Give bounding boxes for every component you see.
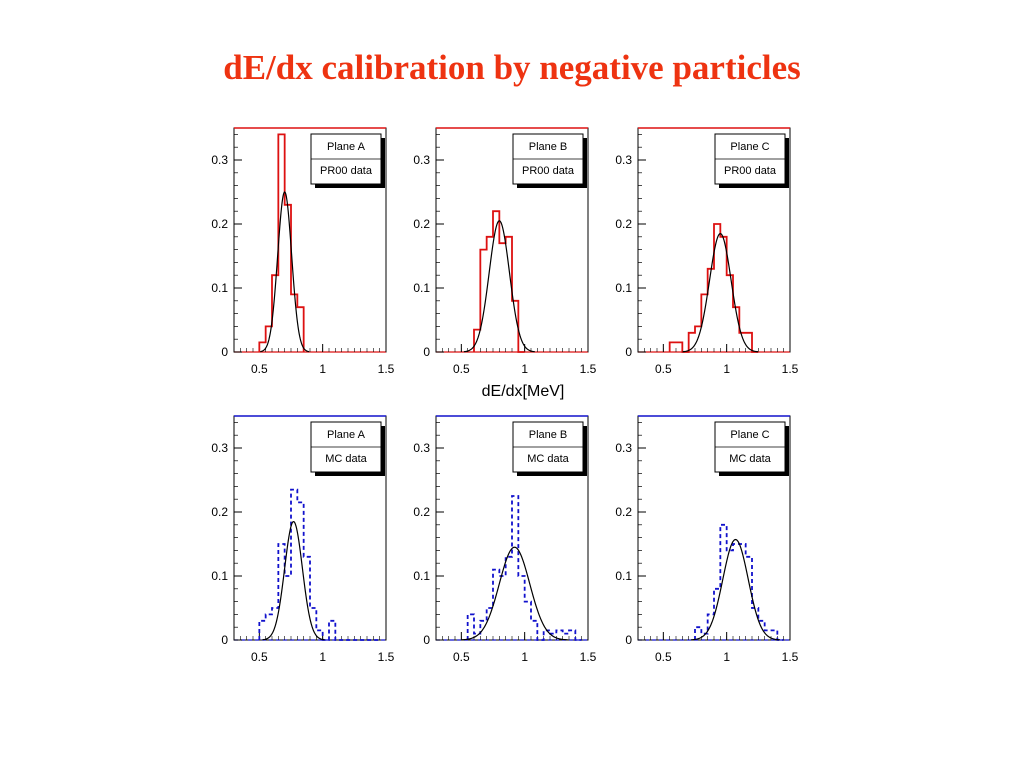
legend-dataset-label: PR00 data <box>522 165 575 177</box>
histogram-panel-2: 0 0.1 0.2 0.3 0.5 1 1.5 Plane B PR00 data <box>413 127 597 376</box>
y-tick-label: 0.1 <box>413 569 430 583</box>
y-tick-label: 0.2 <box>615 217 632 231</box>
gaussian-fit-curve <box>260 191 310 353</box>
x-tick-label: 1.5 <box>580 362 597 376</box>
y-tick-label: 0.1 <box>413 281 430 295</box>
y-tick-label: 0.2 <box>211 505 228 519</box>
histogram-series <box>258 488 380 641</box>
histogram-panel-3: 0 0.1 0.2 0.3 0.5 1 1.5 Plane C PR00 data <box>615 127 799 376</box>
x-tick-label: 0.5 <box>453 650 470 664</box>
y-tick-label: 0.3 <box>211 153 228 167</box>
y-tick-label: 0.1 <box>615 569 632 583</box>
x-tick-label: 0.5 <box>251 362 268 376</box>
legend-plane-label: Plane A <box>327 429 366 441</box>
x-tick-label: 1.5 <box>782 362 799 376</box>
legend-dataset-label: MC data <box>527 453 569 465</box>
y-tick-label: 0.3 <box>615 441 632 455</box>
y-tick-label: 0 <box>625 345 632 359</box>
y-tick-label: 0.3 <box>413 153 430 167</box>
x-tick-label: 0.5 <box>655 362 672 376</box>
histogram-series <box>694 523 784 641</box>
y-tick-label: 0.1 <box>615 281 632 295</box>
x-tick-label: 1.5 <box>378 362 395 376</box>
x-tick-label: 1 <box>521 362 528 376</box>
y-tick-label: 0.3 <box>413 441 430 455</box>
x-tick-label: 1.5 <box>580 650 597 664</box>
legend-plane-label: Plane B <box>529 141 568 153</box>
x-tick-label: 1 <box>319 362 326 376</box>
y-tick-label: 0 <box>423 633 430 647</box>
y-tick-label: 0.1 <box>211 281 228 295</box>
histogram-panel-4: 0 0.1 0.2 0.3 0.5 1 1.5 Plane A MC data <box>211 415 395 664</box>
gaussian-fit-curve <box>461 546 568 641</box>
y-tick-label: 0 <box>625 633 632 647</box>
y-tick-label: 0.3 <box>615 153 632 167</box>
x-tick-label: 0.5 <box>655 650 672 664</box>
gaussian-fit-curve <box>262 520 325 641</box>
histogram-series <box>466 495 582 641</box>
legend-dataset-label: PR00 data <box>320 165 373 177</box>
x-tick-label: 0.5 <box>453 362 470 376</box>
gaussian-fit-curve <box>682 232 759 353</box>
shared-x-axis-label: dE/dx[MeV] <box>481 383 565 400</box>
y-tick-label: 0 <box>221 633 228 647</box>
histogram-panel-6: 0 0.1 0.2 0.3 0.5 1 1.5 Plane C MC data <box>615 415 799 664</box>
y-tick-label: 0.3 <box>211 441 228 455</box>
histogram-panel-5: 0 0.1 0.2 0.3 0.5 1 1.5 Plane B MC data <box>413 415 597 664</box>
y-tick-label: 0.2 <box>615 505 632 519</box>
legend-plane-label: Plane B <box>529 429 568 441</box>
gaussian-fit-curve <box>691 538 780 641</box>
legend-plane-label: Plane C <box>730 429 769 441</box>
legend-dataset-label: MC data <box>325 453 367 465</box>
legend-plane-label: Plane C <box>730 141 769 153</box>
y-tick-label: 0.2 <box>211 217 228 231</box>
x-tick-label: 1 <box>319 650 326 664</box>
histogram-series <box>473 210 525 353</box>
x-tick-label: 1 <box>723 362 730 376</box>
x-tick-label: 1 <box>723 650 730 664</box>
legend-plane-label: Plane A <box>327 141 366 153</box>
x-tick-label: 0.5 <box>251 650 268 664</box>
gaussian-fit-curve <box>463 220 535 353</box>
x-tick-label: 1 <box>521 650 528 664</box>
y-tick-label: 0.1 <box>211 569 228 583</box>
y-tick-label: 0 <box>221 345 228 359</box>
legend-dataset-label: PR00 data <box>724 165 777 177</box>
y-tick-label: 0.2 <box>413 217 430 231</box>
legend-dataset-label: MC data <box>729 453 771 465</box>
histogram-series <box>258 133 305 352</box>
x-tick-label: 1.5 <box>782 650 799 664</box>
y-tick-label: 0 <box>423 345 430 359</box>
histogram-panel-1: 0 0.1 0.2 0.3 0.5 1 1.5 Plane A PR00 data <box>211 127 395 376</box>
x-tick-label: 1.5 <box>378 650 395 664</box>
y-tick-label: 0.2 <box>413 505 430 519</box>
slide-title: dE/dx calibration by negative particles <box>223 48 801 87</box>
